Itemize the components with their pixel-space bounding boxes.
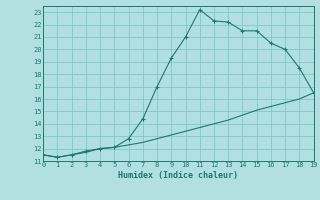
X-axis label: Humidex (Indice chaleur): Humidex (Indice chaleur) — [118, 171, 238, 180]
